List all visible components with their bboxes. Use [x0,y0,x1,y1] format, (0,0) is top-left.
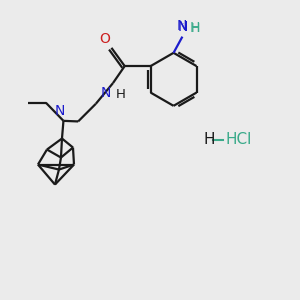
Text: H: H [203,132,214,147]
Text: H: H [190,22,200,35]
Text: H: H [116,88,126,100]
Text: N: N [100,85,111,100]
Text: N: N [55,104,65,118]
Text: 2: 2 [183,23,184,24]
Text: O: O [100,32,110,46]
Text: HCl: HCl [225,132,251,147]
Text: N: N [177,19,188,33]
Text: N: N [177,20,188,34]
Text: H: H [190,21,200,35]
